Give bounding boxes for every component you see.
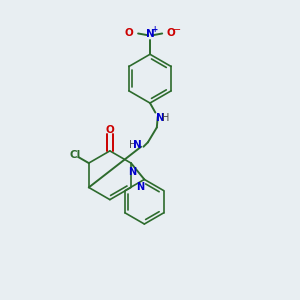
Text: N: N bbox=[156, 113, 165, 123]
Text: H: H bbox=[129, 140, 136, 150]
Text: O: O bbox=[167, 28, 176, 38]
Text: H: H bbox=[162, 113, 169, 123]
Text: +: + bbox=[152, 25, 158, 34]
Text: O: O bbox=[106, 125, 114, 135]
Text: N: N bbox=[146, 29, 154, 39]
Text: N: N bbox=[136, 182, 144, 192]
Text: Cl: Cl bbox=[69, 150, 80, 160]
Text: O: O bbox=[124, 28, 134, 38]
Text: N: N bbox=[133, 140, 142, 150]
Text: N: N bbox=[128, 167, 136, 177]
Text: −: − bbox=[173, 25, 181, 35]
